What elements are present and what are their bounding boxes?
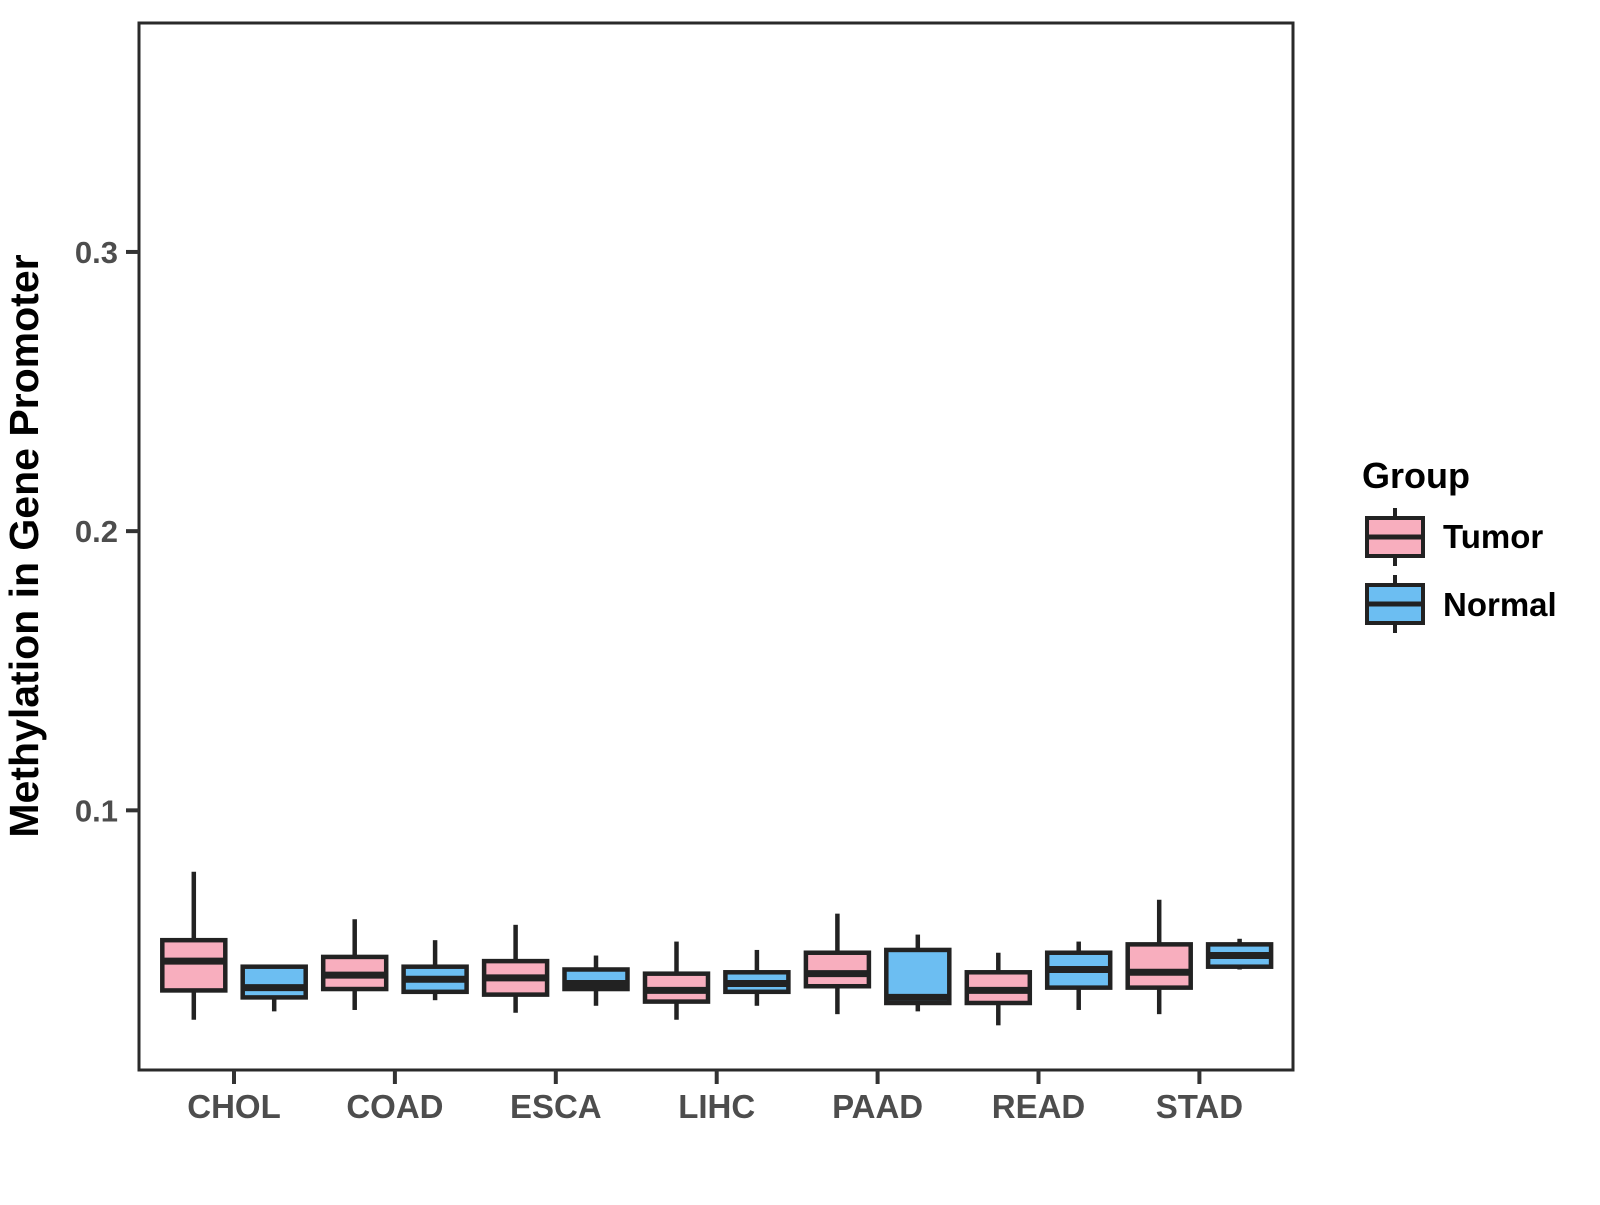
- legend-keys: [1365, 508, 1425, 633]
- y-tick-label: 0.2: [75, 514, 118, 549]
- y-tick-label: 0.3: [75, 235, 118, 270]
- plot-panel: [137, 21, 1295, 1072]
- box-tumor-chol: [160, 937, 228, 993]
- legend-label-tumor: Tumor: [1443, 518, 1543, 555]
- box-tumor-stad: [1125, 942, 1193, 990]
- box-tumor-paad: [803, 950, 872, 989]
- x-axis-ticks: CHOL COAD ESCA LIHC PAAD READ STAD: [187, 1070, 1243, 1125]
- legend-label-normal: Normal: [1443, 586, 1557, 623]
- legend-title: Group: [1362, 455, 1470, 496]
- x-tick-label-read: READ: [992, 1088, 1086, 1125]
- x-tick-label-coad: COAD: [346, 1088, 443, 1125]
- legend: Group Tumor Normal: [1362, 455, 1557, 633]
- x-tick-label-stad: STAD: [1156, 1088, 1243, 1125]
- x-tick-label-paad: PAAD: [832, 1088, 923, 1125]
- box-normal-chol: [240, 964, 308, 1000]
- y-tick-label: 0.1: [75, 793, 118, 828]
- x-tick-label-lihc: LIHC: [678, 1088, 755, 1125]
- y-axis-ticks: 0.1 0.2 0.3: [75, 235, 139, 828]
- boxplot-series: [160, 871, 1274, 1026]
- x-tick-label-chol: CHOL: [187, 1088, 281, 1125]
- y-axis-title: Methylation in Gene Promoter: [1, 254, 47, 837]
- x-tick-label-esca: ESCA: [510, 1088, 602, 1125]
